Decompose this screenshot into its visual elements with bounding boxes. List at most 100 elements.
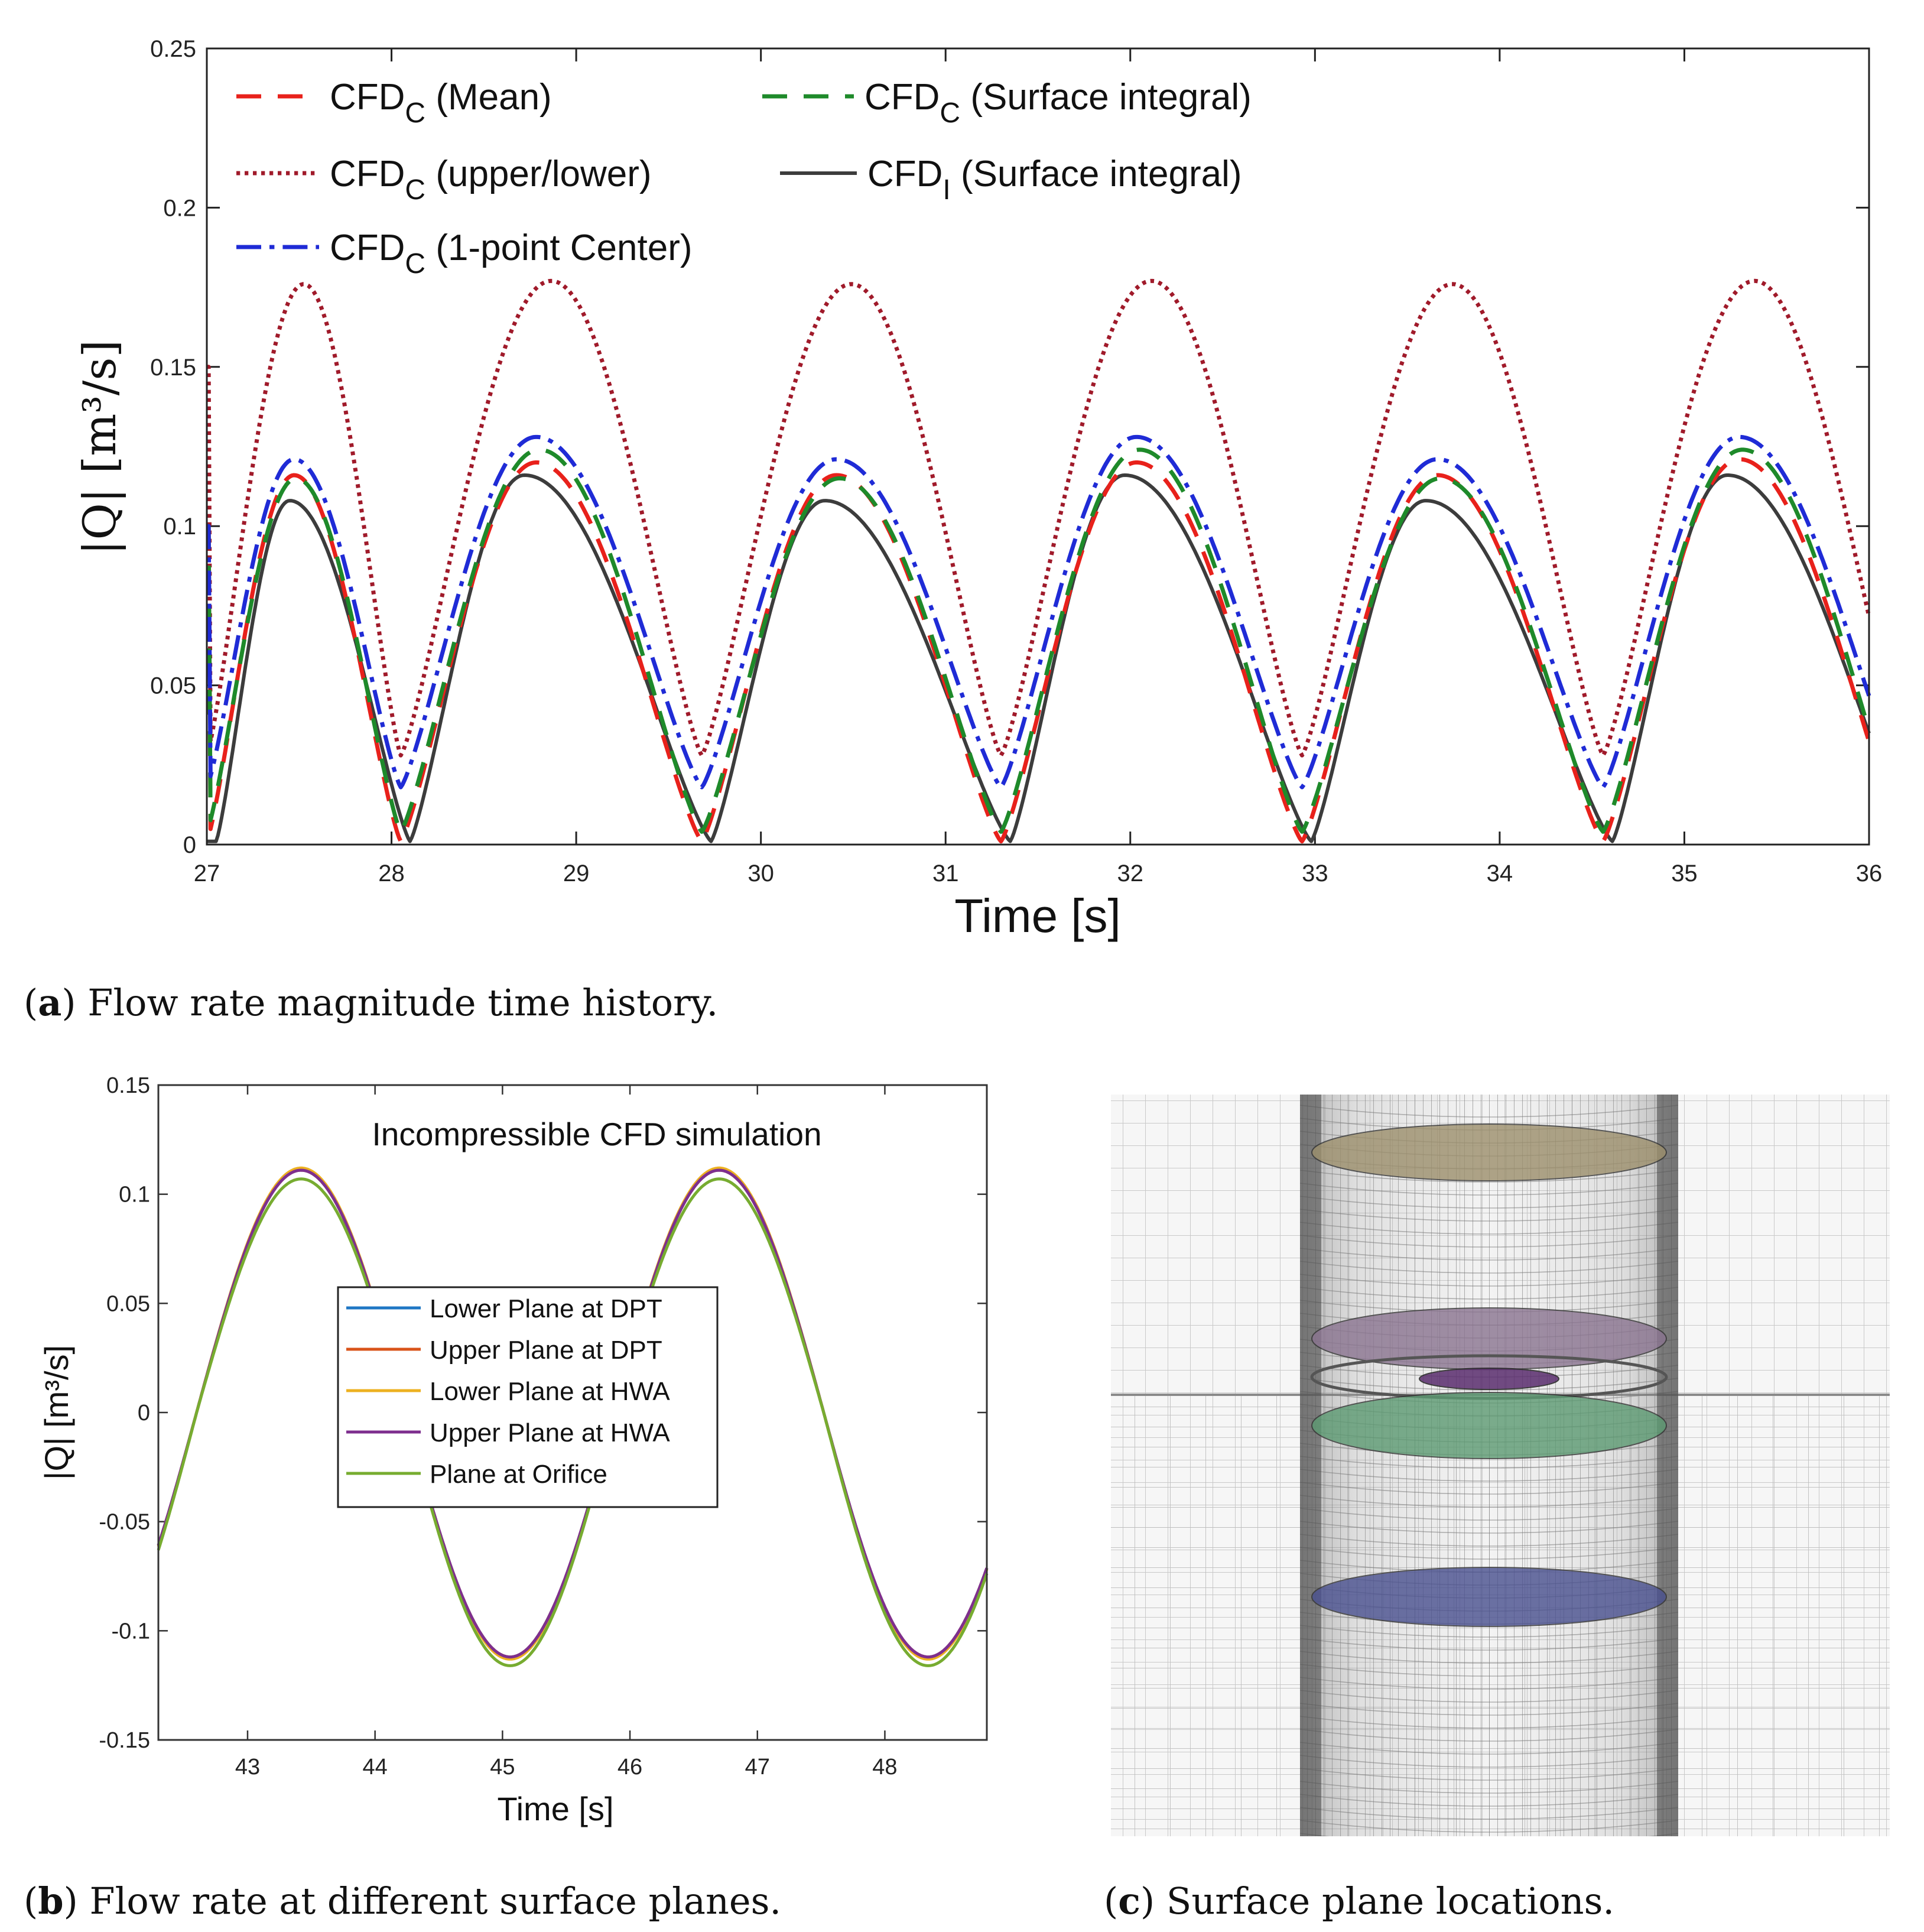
cylinder-ring-line xyxy=(1299,1482,1679,1495)
cylinder-ring-line xyxy=(1299,1729,1679,1742)
a-y-tick-label: 0.15 xyxy=(150,355,196,381)
a-y-tick-label: 0.1 xyxy=(163,514,196,540)
b-legend: Lower Plane at DPT Upper Plane at DPT Lowe… xyxy=(337,1286,719,1508)
cylinder-ring-line xyxy=(1299,1833,1679,1836)
cylinder-ring-line xyxy=(1299,1365,1679,1378)
cylinder-right-wall xyxy=(1657,1095,1678,1836)
cylinder-ring-line xyxy=(1299,1547,1679,1560)
cylinder-ring-line xyxy=(1299,1521,1679,1534)
caption-b-text: Flow rate at different surface planes. xyxy=(89,1879,782,1923)
cylinder-ring-line xyxy=(1299,1313,1679,1326)
cylinder-ring-line xyxy=(1299,1755,1679,1768)
cylinder-ring-line xyxy=(1299,1287,1679,1300)
cylinder-ring-line xyxy=(1299,1794,1679,1807)
b-y-tick-label: -0.15 xyxy=(99,1728,150,1753)
b-x-axis-label: Time [s] xyxy=(497,1790,613,1827)
cylinder-ring-line xyxy=(1299,1430,1679,1443)
a-series-line xyxy=(206,278,1871,758)
caption-a-text: Flow rate magnitude time history. xyxy=(87,981,719,1024)
cylinder-ring-line xyxy=(1299,1508,1679,1521)
cylinder-ring-line xyxy=(1299,1638,1679,1651)
orifice-ring xyxy=(1310,1354,1668,1400)
surface-plane-1 xyxy=(1311,1124,1667,1181)
cylinder-ring-line xyxy=(1299,1534,1679,1547)
cylinder-ring-line xyxy=(1299,1300,1679,1313)
b-x-tick-label: 48 xyxy=(872,1755,897,1780)
surface-plane-4 xyxy=(1311,1392,1667,1459)
a-legend-label: CFDI (Surface integral) xyxy=(867,154,1242,206)
cylinder-ring-line xyxy=(1299,1586,1679,1599)
cylinder-ring-line xyxy=(1299,1560,1679,1573)
cylinder-ring-line xyxy=(1299,1274,1679,1287)
a-y-axis-label: |Q| [m³/s] xyxy=(73,340,126,555)
caption-b: (b) Flow rate at different surface plane… xyxy=(24,1879,782,1923)
a-plot-area xyxy=(206,278,1871,844)
b-plot-frame xyxy=(157,1084,988,1741)
a-legend: CFDC (Mean) CFDC (upper/lower) CFDC (1-poi… xyxy=(236,77,1252,280)
a-y-tick-label: 0 xyxy=(183,832,196,858)
cylinder-ring-line xyxy=(1299,1716,1679,1729)
a-x-tick-label: 32 xyxy=(1117,861,1144,887)
a-x-tick-label: 33 xyxy=(1302,861,1328,887)
cylinder-ring-line xyxy=(1299,1417,1679,1430)
b-y-tick-label: 0 xyxy=(138,1401,150,1426)
cylinder-ring-line xyxy=(1299,1573,1679,1586)
floor-mesh xyxy=(1111,1395,1890,1836)
cylinder-ring-line xyxy=(1299,1248,1679,1261)
cylinder-ring-line xyxy=(1299,1131,1679,1144)
cylinder-ring-line xyxy=(1299,1404,1679,1417)
b-y-tick-label: 0.1 xyxy=(119,1183,150,1207)
b-legend-label: Upper Plane at DPT xyxy=(430,1336,662,1365)
cylinder-ring-line xyxy=(1299,1820,1679,1833)
caption-c-text: Surface plane locations. xyxy=(1166,1879,1615,1923)
b-series-line xyxy=(157,1177,989,1667)
cylinder-ring-line xyxy=(1299,1391,1679,1404)
b-legend-label: Upper Plane at HWA xyxy=(430,1418,670,1447)
cylinder-ring-line xyxy=(1299,1677,1679,1690)
b-y-tick-label: -0.1 xyxy=(112,1619,150,1644)
a-plot-frame xyxy=(206,47,1870,846)
a-x-tick-label: 31 xyxy=(932,861,959,887)
b-legend-label: Lower Plane at HWA xyxy=(430,1377,670,1406)
mesh-group xyxy=(1111,1095,1890,1836)
a-series-line xyxy=(206,447,1871,834)
cylinder-ring-line xyxy=(1299,1807,1679,1820)
b-y-tick-label: 0.15 xyxy=(106,1073,150,1098)
a-x-tick-label: 27 xyxy=(194,861,220,887)
cylinder-ring-line xyxy=(1299,1170,1679,1183)
caption-b-letter: b xyxy=(38,1879,64,1923)
cylinder-shading xyxy=(1300,1095,1678,1836)
cylinder-ring-line xyxy=(1299,1105,1679,1118)
mesh-background xyxy=(1111,1095,1890,1836)
cylinder-ring-line xyxy=(1299,1469,1679,1482)
a-legend-label: CFDC (Surface integral) xyxy=(864,77,1252,129)
cylinder-ring-line xyxy=(1299,1118,1679,1131)
a-y-tick-label: 0.25 xyxy=(150,36,196,62)
a-x-tick-label: 28 xyxy=(378,861,405,887)
a-x-axis-label: Time [s] xyxy=(954,889,1120,942)
cylinder-ring-line xyxy=(1299,1651,1679,1664)
cylinder-ring-line xyxy=(1299,1209,1679,1222)
cylinder-ring-line xyxy=(1299,1495,1679,1508)
cylinder-ring-line xyxy=(1299,1612,1679,1625)
b-legend-label: Lower Plane at DPT xyxy=(430,1294,662,1323)
a-tick-group: 27 28 29 30 31 32 33 34 35 36 0 0.05 0.1 0.15 0.2 0.25 xyxy=(150,36,1882,887)
b-series-line xyxy=(157,1168,989,1659)
a-x-tick-label: 30 xyxy=(748,861,774,887)
caption-c-letter: c xyxy=(1118,1879,1140,1923)
b-tick-group: 43 44 45 46 47 48 -0.15 -0.1 -0.05 0 0.05 0.1 0.15 xyxy=(99,1073,987,1780)
cylinder-ring-line xyxy=(1299,1742,1679,1755)
b-series-line xyxy=(157,1166,989,1661)
a-y-tick-label: 0.2 xyxy=(163,195,196,221)
cylinder-ring-line xyxy=(1299,1183,1679,1196)
outer-mesh-grid xyxy=(1111,1095,1890,1836)
cylinder-ring-line xyxy=(1299,1768,1679,1781)
cylinder-ring-line xyxy=(1299,1339,1679,1352)
b-series-line xyxy=(157,1168,989,1659)
cylinder-ring-line xyxy=(1299,1443,1679,1456)
a-legend-label: CFDC (1-point Center) xyxy=(330,228,693,280)
b-y-tick-label: -0.05 xyxy=(99,1510,150,1535)
cylinder-ring-line xyxy=(1299,1599,1679,1612)
cylinder-mesh xyxy=(1300,1095,1678,1836)
b-x-tick-label: 45 xyxy=(490,1755,515,1780)
